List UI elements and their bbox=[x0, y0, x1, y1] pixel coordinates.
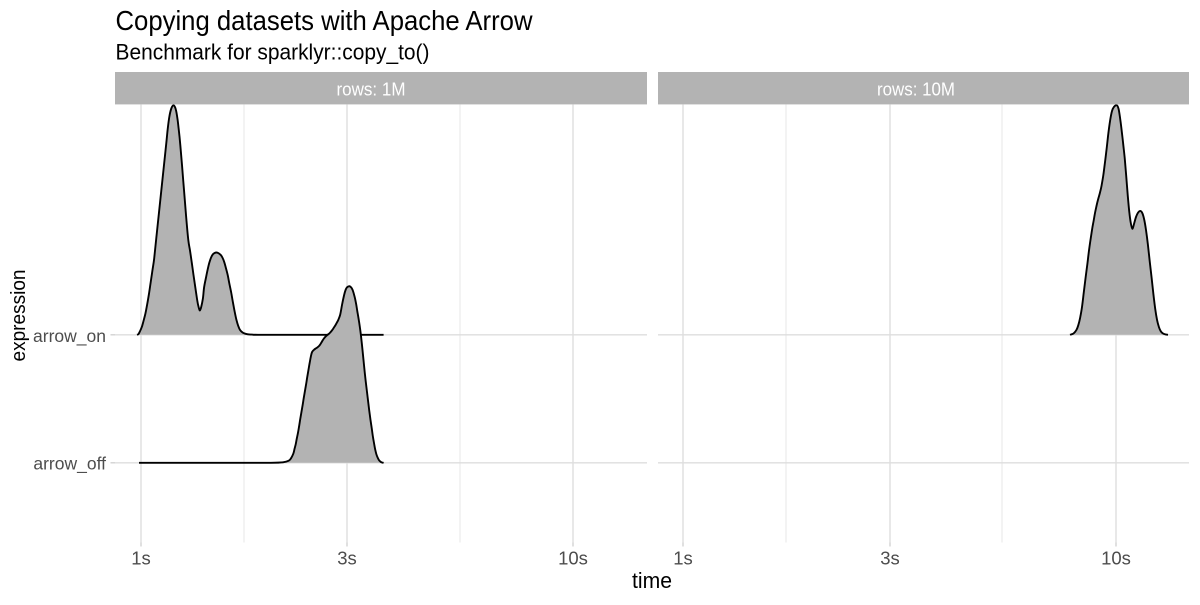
svg-text:1s: 1s bbox=[131, 548, 151, 569]
svg-text:3s: 3s bbox=[337, 548, 357, 569]
svg-text:arrow_off: arrow_off bbox=[33, 454, 106, 475]
svg-text:rows: 1M: rows: 1M bbox=[337, 80, 406, 100]
svg-text:1s: 1s bbox=[673, 548, 693, 569]
svg-text:time: time bbox=[632, 568, 672, 593]
svg-text:expression: expression bbox=[8, 270, 30, 362]
svg-text:10s: 10s bbox=[558, 548, 588, 569]
svg-text:Copying datasets with Apache A: Copying datasets with Apache Arrow bbox=[116, 5, 534, 36]
svg-text:10s: 10s bbox=[1101, 548, 1131, 569]
svg-text:3s: 3s bbox=[880, 548, 900, 569]
svg-text:rows: 10M: rows: 10M bbox=[877, 80, 955, 100]
svg-text:Benchmark for sparklyr::copy_t: Benchmark for sparklyr::copy_to() bbox=[116, 40, 430, 65]
svg-text:arrow_on: arrow_on bbox=[33, 326, 106, 347]
